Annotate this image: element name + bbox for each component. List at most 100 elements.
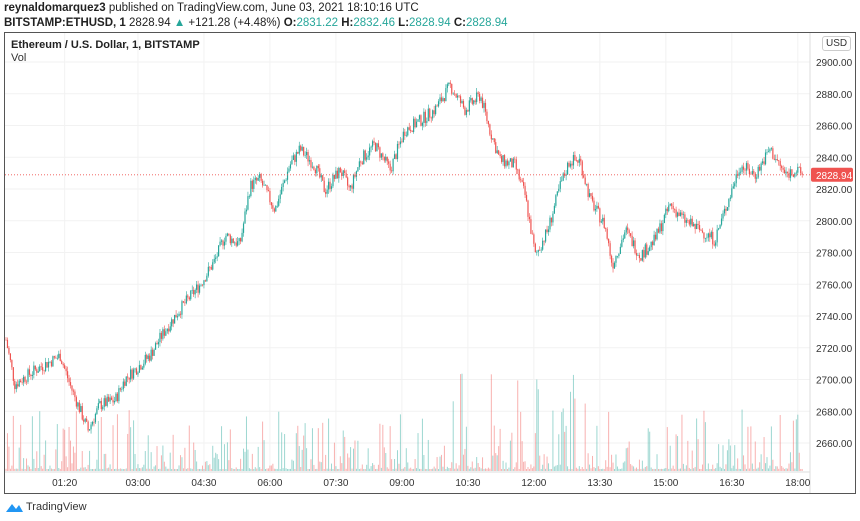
candle-body: [226, 233, 229, 236]
candle-body: [301, 146, 303, 151]
volume-bar: [410, 467, 412, 471]
volume-bar: [657, 468, 659, 471]
volume-bar: [775, 466, 777, 471]
candle-body: [555, 195, 557, 206]
volume-bar: [564, 431, 566, 471]
volume-bar: [68, 426, 70, 471]
volume-bar: [570, 391, 572, 471]
candle-body: [332, 174, 334, 187]
candle-body: [663, 214, 665, 224]
candle-body: [564, 173, 566, 176]
candle-body: [779, 161, 781, 167]
candle-body: [740, 171, 742, 173]
volume-bar: [221, 426, 223, 471]
volume-bar: [743, 455, 745, 471]
volume-bar: [304, 423, 306, 471]
volume-bar: [433, 466, 435, 471]
candle-body: [210, 267, 212, 270]
volume-bar: [628, 441, 630, 471]
volume-bar: [27, 465, 29, 471]
volume-bar: [732, 465, 734, 471]
candle-body: [797, 166, 799, 173]
tradingview-logo[interactable]: TradingView: [4, 500, 87, 514]
candle-body: [81, 406, 83, 420]
volume-bar: [587, 453, 589, 471]
volume-bar: [49, 465, 51, 471]
candle-body: [470, 98, 472, 101]
volume-bar: [696, 418, 698, 471]
candle-body: [744, 169, 746, 171]
volume-bar: [288, 468, 290, 471]
symbol-info: BITSTAMP:ETHUSD, 1 2828.94 ▲ +121.28 (+4…: [4, 17, 508, 29]
volume-bar: [760, 454, 762, 471]
candle-body: [461, 100, 463, 104]
candle-body: [543, 240, 545, 242]
author[interactable]: reynaldomarquez3: [4, 2, 106, 14]
volume-bar: [320, 462, 322, 471]
candle-body: [443, 98, 446, 102]
volume-bar: [204, 461, 206, 471]
volume-bar: [207, 465, 209, 471]
x-tick-label: 09:00: [389, 478, 414, 489]
candle-body: [710, 231, 712, 238]
candle-body: [508, 161, 510, 166]
candle-body: [260, 174, 262, 181]
volume-bar: [605, 460, 607, 471]
volume-bar: [223, 444, 225, 471]
volume-bar: [45, 440, 47, 471]
candle-body: [638, 255, 641, 259]
candle-body: [219, 241, 221, 246]
volume-bar: [240, 458, 242, 471]
volume-bar: [188, 425, 190, 471]
candle-body: [141, 367, 143, 370]
candle-body: [440, 97, 443, 102]
volume-bar: [289, 468, 291, 471]
volume-bar: [521, 441, 523, 471]
volume-bar: [792, 420, 794, 471]
candle-body: [581, 161, 583, 176]
volume-bar: [518, 468, 520, 471]
volume-bar: [187, 468, 189, 471]
volume-bar: [643, 468, 645, 471]
candle-body: [286, 171, 289, 180]
candle-body: [46, 362, 48, 368]
volume-bar: [778, 468, 780, 471]
volume-bar: [391, 459, 393, 471]
volume-bar: [723, 468, 725, 471]
candle-body: [179, 313, 182, 315]
candle-body: [5, 339, 7, 341]
volume-bar: [558, 434, 560, 471]
candle-body: [281, 186, 283, 195]
candle-body: [257, 177, 259, 181]
volume-bar: [506, 469, 508, 471]
candle-body: [534, 243, 536, 253]
candle-body: [782, 167, 784, 170]
volume-bar: [581, 467, 583, 471]
volume-bar: [36, 451, 38, 471]
volume-bar: [738, 468, 740, 471]
volume-bar: [87, 464, 89, 471]
candle-body: [669, 203, 671, 206]
volume-bar: [646, 466, 648, 471]
volume-bar: [622, 462, 624, 471]
volume-bar: [182, 468, 184, 471]
volume-bar: [37, 467, 39, 471]
candle-body: [209, 266, 211, 268]
volume-bar: [124, 469, 126, 471]
candle-body: [207, 266, 209, 276]
volume-bar: [765, 463, 767, 471]
candle-body: [154, 343, 157, 350]
candle-body: [509, 158, 511, 162]
volume-bar: [316, 468, 318, 471]
volume-bar: [298, 446, 300, 471]
chart-title: Ethereum / U.S. Dollar, 1, BITSTAMP: [11, 39, 200, 51]
volume-bar: [105, 453, 107, 471]
currency-button[interactable]: USD: [822, 36, 852, 51]
candle-body: [492, 138, 494, 140]
candle-body: [517, 169, 519, 171]
volume-bar: [284, 434, 286, 471]
candle-body: [115, 393, 117, 402]
volume-bar: [470, 467, 472, 471]
candle-body: [700, 229, 702, 231]
